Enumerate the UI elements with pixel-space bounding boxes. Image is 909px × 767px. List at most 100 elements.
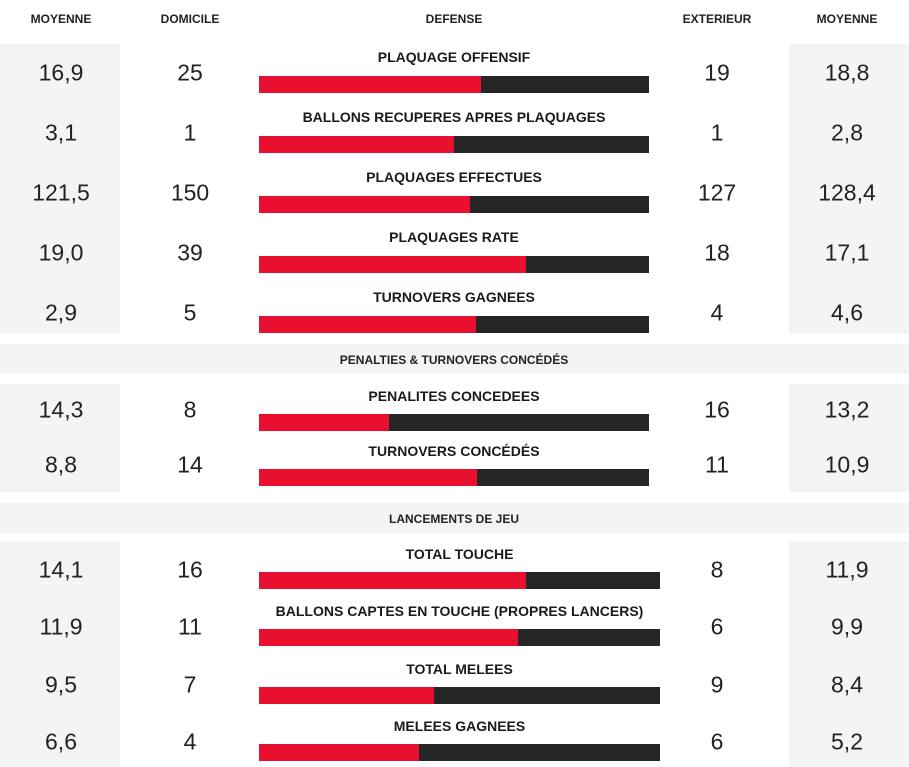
away-value: 19: [704, 59, 730, 86]
home-value: 14: [177, 451, 203, 478]
average-home-value: 3,1: [45, 119, 77, 146]
section-title-penalties: PENALTIES & TURNOVERS CONCÉDÉS: [0, 344, 909, 374]
header-away: EXTERIEUR: [682, 12, 752, 26]
home-share-fill: [259, 414, 389, 431]
header-average-home: MOYENNE: [30, 12, 92, 26]
comparison-bar: [259, 469, 649, 486]
section-title-setpiece: LANCEMENTS DE JEU: [0, 503, 909, 533]
average-away-value: 18,8: [824, 59, 870, 86]
stat-label: PENALITES CONCEDEES: [368, 388, 540, 404]
away-value: 9: [710, 671, 724, 698]
stat-label: PLAQUAGE OFFENSIF: [377, 49, 531, 65]
average-home-column: [0, 542, 120, 767]
average-away-value: 9,9: [831, 613, 863, 640]
away-value: 16: [704, 396, 730, 423]
home-share-fill: [259, 469, 478, 486]
home-share-fill: [259, 316, 476, 333]
home-value: 7: [183, 671, 197, 698]
stat-row: 19,0 39 18 17,1 PLAQUAGES RATE: [0, 224, 909, 273]
stat-row: 8,8 14 11 10,9 TURNOVERS CONCÉDÉS: [0, 439, 909, 486]
average-away-value: 17,1: [824, 239, 870, 266]
home-value: 11: [178, 613, 202, 640]
home-share-fill: [259, 687, 435, 704]
average-away-column: [789, 384, 909, 492]
average-home-column: [0, 44, 120, 334]
home-share-fill: [259, 196, 471, 213]
header-category: DEFENSE: [425, 12, 483, 26]
home-share-fill: [259, 256, 526, 273]
stat-label: MELEES GAGNEES: [393, 718, 526, 734]
away-value: 11: [705, 451, 729, 478]
away-value: 8: [710, 556, 724, 583]
home-value: 4: [183, 728, 197, 755]
comparison-bar: [259, 76, 649, 93]
average-away-value: 4,6: [831, 299, 863, 326]
comparison-bar: [259, 256, 649, 273]
comparison-bar: [259, 316, 649, 333]
average-away-value: 8,4: [831, 671, 863, 698]
average-away-column: [789, 542, 909, 767]
stat-row: 2,9 5 4 4,6 TURNOVERS GAGNEES: [0, 284, 909, 333]
comparison-bar: [259, 687, 660, 704]
stat-row: 9,5 7 9 8,4 TOTAL MELEES: [0, 657, 909, 704]
stat-label: BALLONS RECUPERES APRES PLAQUAGES: [302, 109, 606, 125]
average-home-value: 9,5: [45, 671, 77, 698]
home-value: 8: [183, 396, 197, 423]
away-value: 1: [710, 119, 724, 146]
header-average-away: MOYENNE: [816, 12, 878, 26]
comparison-bar: [259, 136, 649, 153]
comparison-bar: [259, 744, 660, 761]
average-away-value: 11,9: [825, 556, 869, 583]
home-value: 1: [183, 119, 197, 146]
penalties-title: PENALTIES & TURNOVERS CONCÉDÉS: [339, 353, 569, 367]
average-away-value: 10,9: [824, 451, 870, 478]
stat-row: 14,3 8 16 13,2 PENALITES CONCEDEES: [0, 384, 909, 431]
home-value: 39: [177, 239, 203, 266]
setpiece-title: LANCEMENTS DE JEU: [388, 512, 520, 526]
average-home-value: 14,3: [38, 396, 84, 423]
average-home-value: 14,1: [38, 556, 84, 583]
stat-label: TURNOVERS CONCÉDÉS: [368, 443, 540, 459]
away-value: 6: [710, 728, 724, 755]
stat-label: TURNOVERS GAGNEES: [373, 289, 535, 305]
setpiece-section: [0, 542, 909, 767]
average-home-value: 2,9: [45, 299, 77, 326]
average-away-value: 5,2: [831, 728, 863, 755]
stat-label: BALLONS CAPTES EN TOUCHE (PROPRES LANCER…: [275, 603, 644, 619]
column-header: MOYENNE DOMICILE DEFENSE EXTERIEUR MOYEN…: [0, 0, 909, 38]
comparison-bar: [259, 572, 660, 589]
average-away-value: 128,4: [818, 179, 876, 206]
stat-label: TOTAL MELEES: [406, 661, 513, 677]
stat-row: 6,6 4 6 5,2 MELEES GAGNEES: [0, 714, 909, 761]
away-value: 18: [704, 239, 730, 266]
home-value: 25: [177, 59, 203, 86]
home-share-fill: [259, 744, 420, 761]
stat-row: 14,1 16 8 11,9 TOTAL TOUCHE: [0, 542, 909, 589]
stat-row: 11,9 11 6 9,9 BALLONS CAPTES EN TOUCHE (PROP…: [0, 599, 909, 646]
home-share-fill: [259, 572, 527, 589]
defense-section: [0, 44, 909, 334]
stat-label: TOTAL TOUCHE: [405, 546, 514, 562]
average-home-value: 19,0: [38, 239, 84, 266]
average-home-value: 6,6: [45, 728, 77, 755]
home-share-fill: [259, 136, 454, 153]
comparison-bar: [259, 629, 660, 646]
home-value: 5: [183, 299, 197, 326]
home-value: 16: [177, 556, 203, 583]
away-value: 4: [710, 299, 724, 326]
home-value: 150: [170, 179, 210, 206]
stat-row: 3,1 1 1 2,8 BALLONS RECUPERES APRES PLAQUAGE…: [0, 104, 909, 153]
stat-row: 121,5 150 127 128,4 PLAQUAGES EFFECTUES: [0, 164, 909, 213]
comparison-bar: [259, 196, 649, 213]
average-home-value: 11,9: [39, 613, 83, 640]
average-home-value: 16,9: [38, 59, 84, 86]
average-away-value: 2,8: [831, 119, 863, 146]
average-home-value: 121,5: [32, 179, 90, 206]
stat-label: PLAQUAGES RATE: [389, 229, 519, 245]
penalties-section: [0, 384, 909, 492]
comparison-bar: [259, 414, 649, 431]
away-value: 127: [697, 179, 737, 206]
header-home: DOMICILE: [160, 12, 220, 26]
home-share-fill: [259, 76, 481, 93]
stat-row: 16,9 25 19 18,8 PLAQUAGE OFFENSIF: [0, 44, 909, 93]
